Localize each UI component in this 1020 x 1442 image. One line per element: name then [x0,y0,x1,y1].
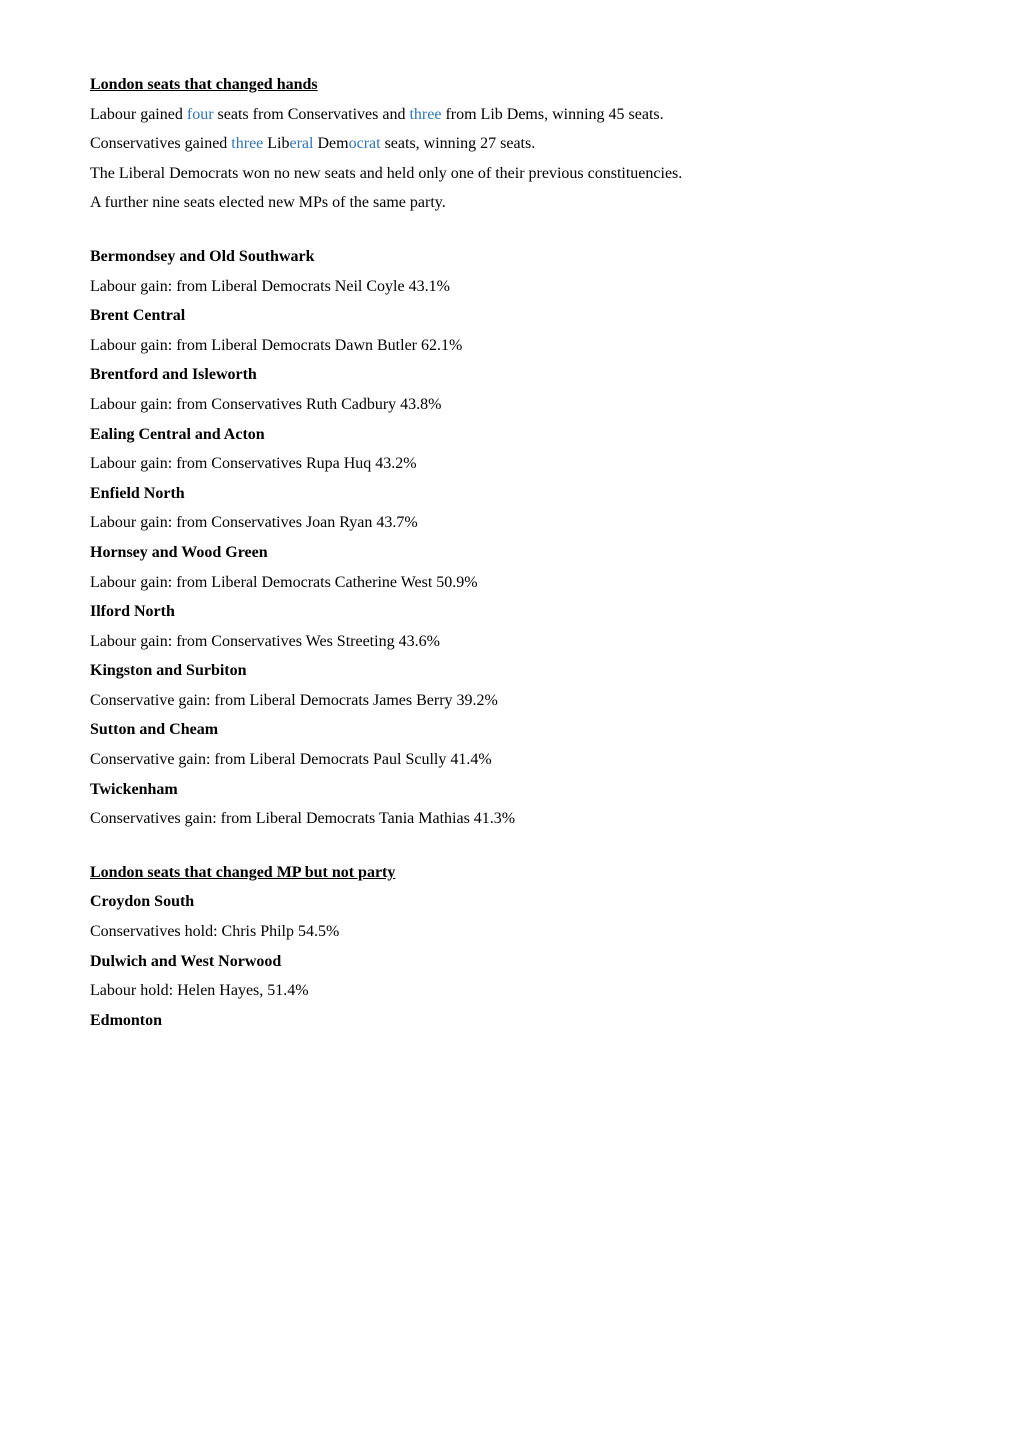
constituency-name: Kingston and Surbiton [90,656,930,686]
text-fragment: eral [290,135,314,152]
constituency-name: Brent Central [90,301,930,331]
text-fragment: Conservatives gained [90,135,231,152]
result-detail: Conservative gain: from Liberal Democrat… [90,745,930,775]
result-detail: Labour gain: from Conservatives Wes Stre… [90,627,930,657]
text-fragment: three [231,135,263,152]
text-fragment: seats from Conservatives and [214,106,410,123]
constituency-name: Brentford and Isleworth [90,360,930,390]
text-fragment: Labour gained [90,106,187,123]
result-detail: Labour gain: from Conservatives Joan Rya… [90,508,930,538]
result-detail: Conservative gain: from Liberal Democrat… [90,686,930,716]
constituency-name: Twickenham [90,775,930,805]
result-detail: Labour hold: Helen Hayes, 51.4% [90,976,930,1006]
text-fragment: from Lib Dems, winning 45 seats. [441,106,663,123]
result-detail: Labour gain: from Conservatives Ruth Cad… [90,390,930,420]
constituency-name: Croydon South [90,887,930,917]
result-detail: Labour gain: from Liberal Democrats Cath… [90,568,930,598]
intro-line: The Liberal Democrats won no new seats a… [90,159,930,189]
constituency-name: Ilford North [90,597,930,627]
constituency-name: Edmonton [90,1006,930,1036]
result-detail: Conservatives gain: from Liberal Democra… [90,804,930,834]
section-heading: London seats that changed MP but not par… [90,858,930,888]
intro-line: Conservatives gained three Liberal Democ… [90,129,930,159]
section-heading: London seats that changed hands [90,70,930,100]
text-fragment: seats, winning 27 seats. [381,135,536,152]
result-detail: Labour gain: from Liberal Democrats Dawn… [90,331,930,361]
text-fragment: four [187,106,214,123]
intro-line: Labour gained four seats from Conservati… [90,100,930,130]
intro-line: A further nine seats elected new MPs of … [90,188,930,218]
constituency-name: Dulwich and West Norwood [90,947,930,977]
text-fragment: ocrat [349,135,381,152]
text-fragment: A further nine seats elected new MPs of … [90,194,446,211]
result-detail: Conservatives hold: Chris Philp 54.5% [90,917,930,947]
constituency-name: Bermondsey and Old Southwark [90,242,930,272]
constituency-name: Sutton and Cheam [90,715,930,745]
result-detail: Labour gain: from Liberal Democrats Neil… [90,272,930,302]
text-fragment: Dem [313,135,348,152]
constituency-name: Enfield North [90,479,930,509]
constituency-name: Hornsey and Wood Green [90,538,930,568]
text-fragment: three [409,106,441,123]
result-detail: Labour gain: from Conservatives Rupa Huq… [90,449,930,479]
text-fragment: The Liberal Democrats won no new seats a… [90,165,682,182]
text-fragment: Lib [263,135,289,152]
constituency-name: Ealing Central and Acton [90,420,930,450]
